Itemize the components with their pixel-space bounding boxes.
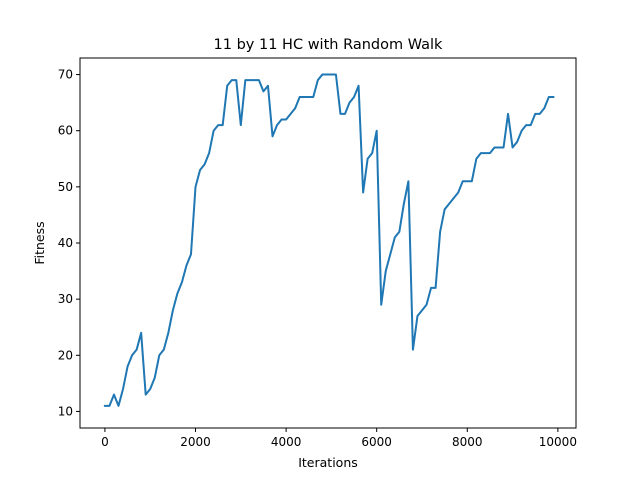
x-tick-label: 2000	[180, 435, 211, 449]
y-axis-label: Fitness	[32, 221, 47, 264]
y-tick-label: 20	[58, 348, 73, 362]
plot-area	[80, 58, 576, 428]
x-tick-label: 0	[101, 435, 109, 449]
x-tick-label: 4000	[271, 435, 302, 449]
y-tick-label: 10	[58, 404, 73, 418]
ticks: 0 2000 4000 6000 8000 10000 10 20 30 40 50 60 70	[58, 68, 577, 449]
x-tick-label: 8000	[452, 435, 483, 449]
x-tick-label: 6000	[361, 435, 392, 449]
y-tick-label: 50	[58, 180, 73, 194]
fitness-line	[103, 73, 555, 407]
chart-title: 11 by 11 HC with Random Walk	[214, 37, 443, 53]
y-tick-label: 70	[58, 68, 73, 82]
plot-frame	[79, 57, 577, 429]
y-tick-label: 60	[58, 124, 73, 138]
x-axis-label: Iterations	[298, 455, 358, 470]
y-tick-label: 30	[58, 292, 73, 306]
x-tick-label: 10000	[539, 435, 577, 449]
y-tick-label: 40	[58, 236, 73, 250]
